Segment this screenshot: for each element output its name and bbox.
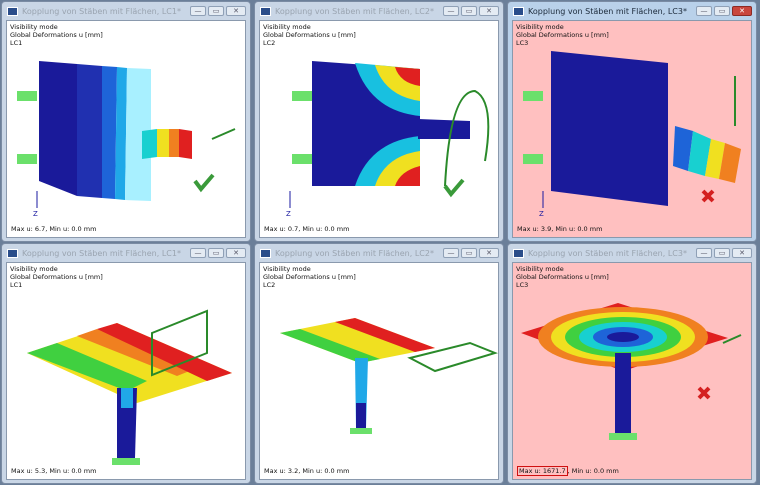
result-label: Global Deformations u [mm] [516,31,609,39]
load-case-label: LC3 [516,281,529,289]
title-bar[interactable]: Kopplung von Stäben mit Flächen, LC3* — ▭… [512,244,752,262]
max-value-highlight: Max u: 1671.7 [517,466,568,476]
3d-viewport[interactable]: Visibility mode Global Deformations u [mm… [259,262,499,480]
max-min-readout: Max u: 3.9, Min u: 0.0 mm [517,225,603,233]
result-label: Global Deformations u [mm] [263,273,356,281]
model-graphic: Z [17,61,236,218]
maximize-button[interactable]: ▭ [208,248,224,258]
3d-viewport[interactable]: Visibility mode Global Deformations u [mm… [6,262,246,480]
load-case-label: LC3 [516,39,529,47]
close-button[interactable]: ✕ [226,6,246,16]
model-graphic [280,318,498,434]
minimize-button[interactable]: — [696,6,712,16]
app-icon [513,6,524,16]
minimize-button[interactable]: — [443,6,459,16]
title-bar[interactable]: Kopplung von Stäben mit Flächen, LC1* — ▭… [6,2,246,20]
minimize-button[interactable]: — [190,248,206,258]
check-icon [193,173,215,193]
viewport-window-lc2-top[interactable]: Kopplung von Stäben mit Flächen, LC2* — ▭… [254,1,504,242]
3d-viewport[interactable]: Visibility mode Global Deformations u [mm… [512,262,752,480]
max-min-readout: Max u: 1671.7, Min u: 0.0 mm [517,466,619,476]
load-case-label: LC1 [10,39,23,47]
viewport-window-lc1-bottom[interactable]: Kopplung von Stäben mit Flächen, LC1* — ▭… [1,243,251,484]
minimize-button[interactable]: — [696,248,712,258]
mode-label: Visibility mode [10,23,58,31]
z-axis-label: Z [539,210,544,218]
window-title: Kopplung von Stäben mit Flächen, LC1* [22,248,181,258]
check-icon [443,178,465,198]
window-title: Kopplung von Stäben mit Flächen, LC3* [528,248,687,258]
result-label: Global Deformations u [mm] [10,31,103,39]
minimize-button[interactable]: — [443,248,459,258]
title-bar[interactable]: Kopplung von Stäben mit Flächen, LC2* — ▭… [259,244,499,262]
mode-label: Visibility mode [516,23,564,31]
max-min-readout: Max u: 0.7, Min u: 0.0 mm [264,225,350,233]
window-title: Kopplung von Stäben mit Flächen, LC1* [22,6,181,16]
max-min-readout: Max u: 5.3, Min u: 0.0 mm [11,467,97,475]
app-icon [260,6,271,16]
close-button[interactable]: ✕ [732,248,752,258]
model-graphic [27,309,232,465]
load-case-label: LC2 [263,39,276,47]
viewport-window-lc2-bottom[interactable]: Kopplung von Stäben mit Flächen, LC2* — ▭… [254,243,504,484]
window-title: Kopplung von Stäben mit Flächen, LC2* [275,6,434,16]
close-button[interactable]: ✕ [479,248,499,258]
3d-viewport[interactable]: Z Visibility mode Global Deformations u [… [512,20,752,238]
title-bar[interactable]: Kopplung von Stäben mit Flächen, LC3* — ▭… [512,2,752,20]
title-bar[interactable]: Kopplung von Stäben mit Flächen, LC1* — ▭… [6,244,246,262]
maximize-button[interactable]: ▭ [461,6,477,16]
app-icon [7,248,18,258]
load-case-label: LC2 [263,281,276,289]
3d-viewport[interactable]: Z Visibility mode Global Deformations u [… [6,20,246,238]
z-axis-label: Z [286,210,291,218]
mode-label: Visibility mode [10,265,58,273]
maximize-button[interactable]: ▭ [714,248,730,258]
maximize-button[interactable]: ▭ [461,248,477,258]
model-graphic [521,303,742,440]
mode-label: Visibility mode [263,265,311,273]
minimize-button[interactable]: — [190,6,206,16]
result-label: Global Deformations u [mm] [10,273,103,281]
mode-label: Visibility mode [516,265,564,273]
model-graphic: Z [286,61,490,218]
app-icon [513,248,524,258]
close-button[interactable]: ✕ [226,248,246,258]
load-case-label: LC1 [10,281,23,289]
app-icon [260,248,271,258]
mode-label: Visibility mode [263,23,311,31]
app-icon [7,6,18,16]
cross-icon [701,189,715,203]
title-bar[interactable]: Kopplung von Stäben mit Flächen, LC2* — ▭… [259,2,499,20]
z-axis-label: Z [33,210,38,218]
result-label: Global Deformations u [mm] [263,31,356,39]
viewport-window-lc3-bottom[interactable]: Kopplung von Stäben mit Flächen, LC3* — ▭… [507,243,757,484]
window-title: Kopplung von Stäben mit Flächen, LC3* [528,6,687,16]
max-min-readout: Max u: 6.7, Min u: 0.0 mm [11,225,97,233]
close-button[interactable]: ✕ [732,6,752,16]
maximize-button[interactable]: ▭ [714,6,730,16]
close-button[interactable]: ✕ [479,6,499,16]
result-label: Global Deformations u [mm] [516,273,609,281]
max-min-readout: Max u: 3.2, Min u: 0.0 mm [264,467,350,475]
viewport-window-lc3-top[interactable]: Kopplung von Stäben mit Flächen, LC3* — ▭… [507,1,757,242]
maximize-button[interactable]: ▭ [208,6,224,16]
viewport-window-lc1-top[interactable]: Kopplung von Stäben mit Flächen, LC1* — ▭… [1,1,251,242]
model-graphic: Z [523,51,741,218]
3d-viewport[interactable]: Z Visibility mode Global Deformations u [… [259,20,499,238]
window-title: Kopplung von Stäben mit Flächen, LC2* [275,248,434,258]
cross-icon [697,386,711,400]
